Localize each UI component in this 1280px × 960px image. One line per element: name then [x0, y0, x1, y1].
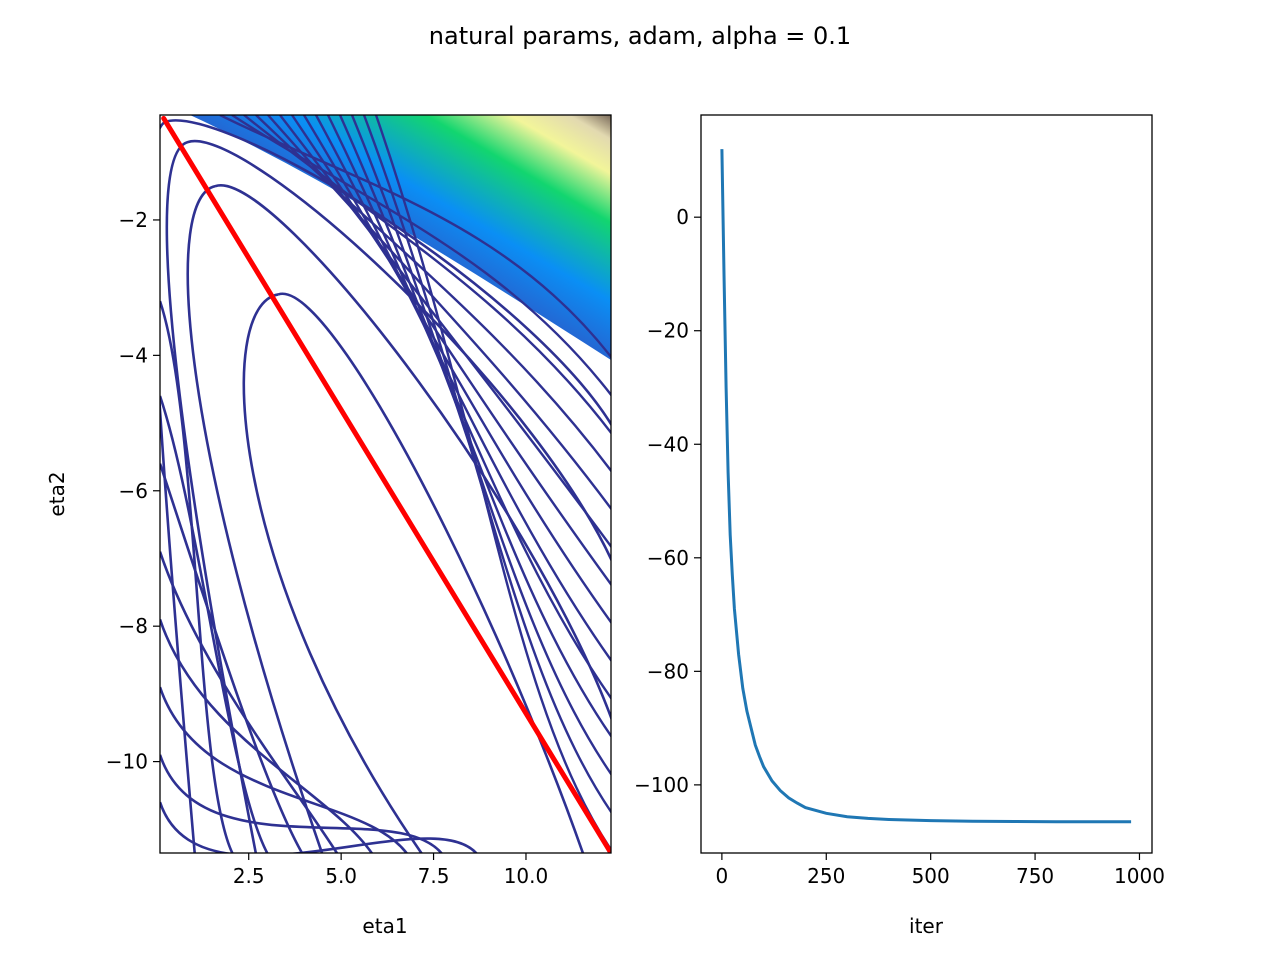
contour-line — [267, 115, 611, 511]
contour-y-tick-label: −4 — [119, 343, 148, 367]
contour-chart: 2.5 5.0 7.5 10.0 −2 −4 −6 −8 −10 eta1 eta2 — [45, 114, 612, 938]
contour-line — [160, 619, 374, 853]
contour-line — [326, 115, 611, 701]
contour-y-tick-label: −2 — [119, 208, 148, 232]
contour-colored-region — [190, 115, 611, 360]
contour-y-tick-label: −8 — [119, 614, 148, 638]
contour-y-tick-label: −10 — [106, 750, 148, 774]
loss-series-line — [720, 149, 1132, 824]
loss-x-tick-label: 500 — [912, 864, 950, 888]
contour-x-ticks: 2.5 5.0 7.5 10.0 — [233, 853, 548, 888]
contour-line — [374, 115, 611, 852]
contour-line — [338, 115, 611, 738]
contour-y-tick-label: −6 — [119, 479, 148, 503]
contour-x-tick-label: 10.0 — [504, 864, 549, 888]
contour-x-tick-label: 7.5 — [418, 864, 450, 888]
loss-y-ticks: 0 −20 −40 −60 −80 −100 — [634, 205, 701, 797]
loss-x-axis-label: iter — [909, 914, 944, 938]
contour-dense-region — [190, 115, 611, 360]
trajectory-line — [161, 115, 611, 853]
loss-y-tick-label: −80 — [647, 659, 689, 683]
loss-series — [720, 149, 1132, 824]
contour-line — [279, 115, 611, 549]
loss-x-tick-label: 1000 — [1114, 864, 1165, 888]
contour-line — [302, 115, 611, 625]
contour-line — [186, 184, 611, 853]
contour-line — [255, 115, 611, 473]
loss-y-tick-label: −60 — [647, 546, 689, 570]
contour-y-ticks: −2 −4 −6 −8 −10 — [106, 208, 160, 774]
contour-line — [160, 395, 269, 853]
figure-suptitle: natural params, adam, alpha = 0.1 — [429, 22, 851, 50]
contour-x-tick-label: 2.5 — [233, 864, 265, 888]
contour-line — [242, 292, 585, 853]
loss-plot-background — [701, 115, 1152, 853]
loss-x-ticks: 0 250 500 750 1000 — [716, 853, 1165, 888]
contour-line — [160, 801, 478, 853]
loss-y-tick-label: −100 — [634, 773, 689, 797]
contour-x-axis-label: eta1 — [362, 914, 407, 938]
contour-line — [160, 551, 339, 853]
loss-x-tick-label: 750 — [1016, 864, 1054, 888]
contour-line — [160, 463, 304, 853]
contour-line — [160, 119, 611, 853]
loss-y-tick-label: −40 — [647, 432, 689, 456]
contour-y-axis-label: eta2 — [45, 471, 69, 516]
contour-line — [243, 115, 611, 435]
contour-line — [291, 115, 611, 587]
contour-axes-frame — [159, 114, 612, 854]
loss-axes-frame — [700, 114, 1153, 854]
trajectory — [161, 115, 611, 853]
loss-chart: 0 250 500 750 1000 0 −20 −40 −60 −80 −100 iter — [634, 114, 1165, 938]
contour-line — [160, 686, 408, 853]
contour-line — [350, 115, 611, 776]
contour-lines — [160, 115, 611, 853]
contour-line — [314, 115, 611, 663]
loss-x-tick-label: 250 — [807, 864, 845, 888]
loss-y-tick-label: −20 — [647, 319, 689, 343]
loss-y-tick-label: 0 — [676, 205, 689, 229]
contour-x-tick-label: 5.0 — [325, 864, 357, 888]
contour-line — [362, 115, 611, 814]
loss-x-tick-label: 0 — [716, 864, 729, 888]
